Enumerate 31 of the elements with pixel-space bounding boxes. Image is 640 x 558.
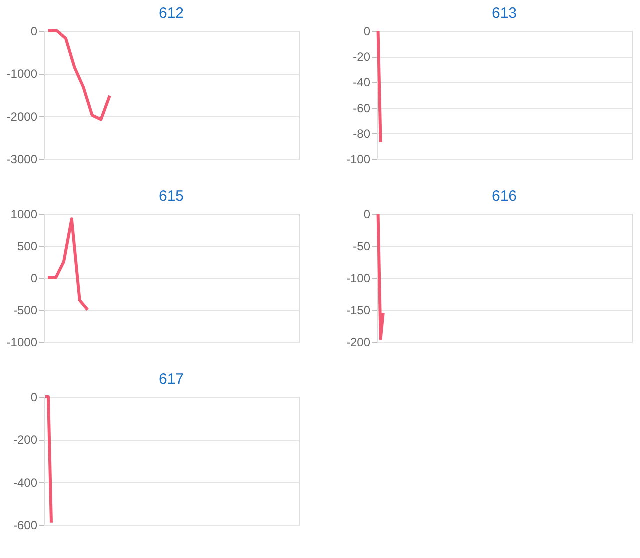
y-tick-label: -200 [13,433,38,448]
y-tick-label: -100 [346,152,371,166]
y-tick-label: -1000 [6,336,38,350]
chart-title: 612 [158,5,184,22]
y-tick-label: -2000 [6,110,38,124]
y-tick-label: -80 [353,126,371,141]
line-series [46,218,90,312]
y-tick-label: -150 [346,304,371,318]
chart-title: 616 [492,188,518,205]
y-tick-label: -40 [353,76,371,90]
y-tick-label: -50 [353,240,371,254]
y-tick-label: -500 [13,304,38,318]
y-tick-label: -400 [13,476,38,490]
y-tick-label: -1000 [6,67,38,82]
y-tick-label: -20 [353,50,371,64]
y-tick-label: 0 [30,24,38,38]
y-tick-label: 1000 [10,208,38,222]
chart-title: 617 [158,371,184,388]
y-tick-label: -600 [13,518,38,532]
y-tick-label: 0 [364,24,371,38]
y-tick-label: -100 [346,272,371,286]
chart-title: 613 [492,5,518,22]
y-tick-label: 500 [17,240,38,254]
y-tick-label: 0 [364,208,371,222]
y-tick-label: -3000 [6,152,38,166]
y-tick-label: -200 [346,336,371,350]
y-tick-label: 0 [30,390,38,404]
chart-title: 615 [158,188,184,205]
y-tick-label: 0 [30,272,38,286]
line-series [46,30,112,122]
y-tick-label: -60 [353,101,371,116]
